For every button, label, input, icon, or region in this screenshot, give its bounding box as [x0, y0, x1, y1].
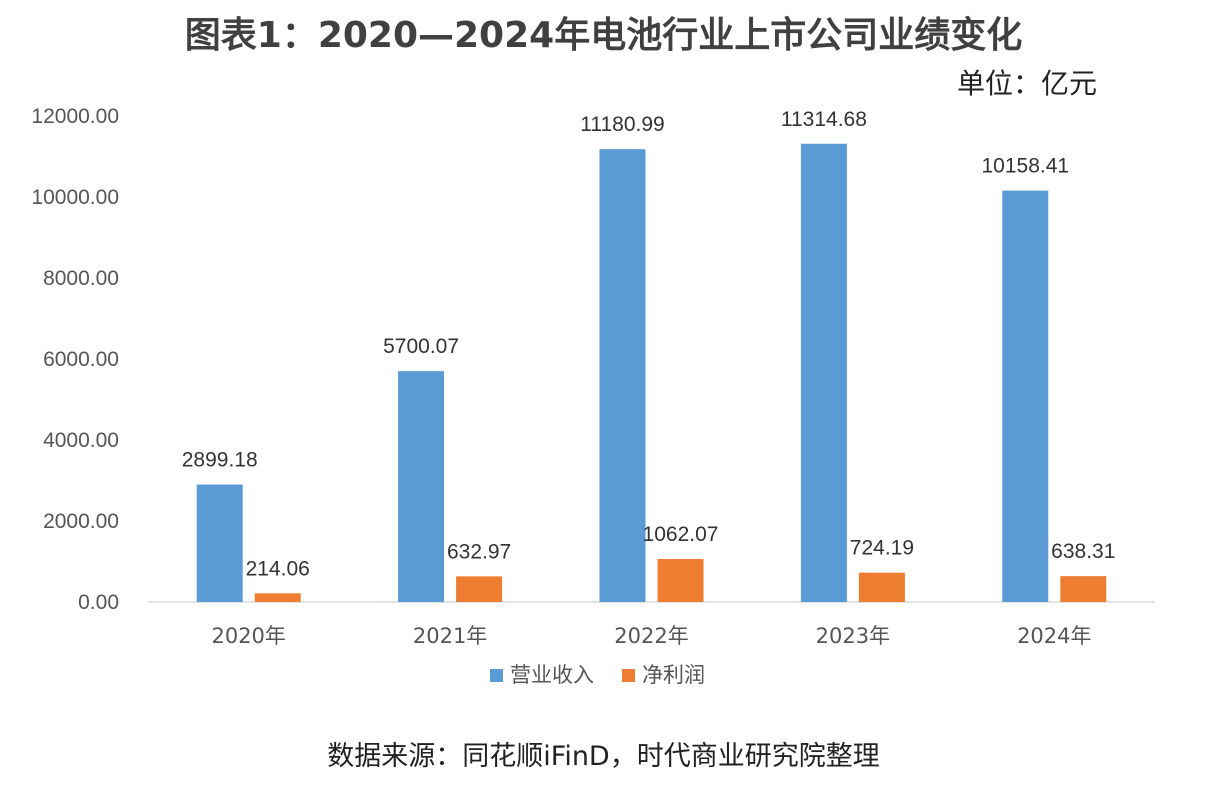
bar-revenue	[599, 149, 646, 602]
y-tick-label: 6000.00	[43, 348, 119, 371]
bar-revenue	[800, 143, 847, 602]
x-tick-label: 2023年	[816, 624, 890, 648]
legend-swatch-profit	[622, 669, 635, 682]
data-label-profit: 1062.07	[643, 523, 719, 546]
data-label-revenue: 5700.07	[383, 335, 459, 358]
y-tick-label: 2000.00	[43, 510, 119, 533]
bar-profit	[858, 572, 905, 602]
x-tick-label: 2024年	[1017, 624, 1091, 648]
data-label-revenue: 11314.68	[781, 108, 867, 131]
bar-revenue	[398, 371, 445, 602]
bar-profit	[1060, 576, 1107, 602]
data-label-profit: 638.31	[1051, 540, 1115, 563]
data-label-profit: 724.19	[850, 537, 914, 560]
bar-revenue	[196, 484, 243, 602]
x-tick-label: 2022年	[614, 624, 688, 648]
y-tick-label: 4000.00	[43, 429, 119, 452]
y-tick-label: 12000.00	[31, 105, 119, 128]
data-label-profit: 632.97	[447, 540, 511, 563]
data-label-profit: 214.06	[246, 557, 310, 580]
chart-title: 图表1：2020—2024年电池行业上市公司业绩变化	[184, 15, 1023, 56]
unit-label: 单位：亿元	[956, 67, 1097, 100]
bar-profit	[657, 558, 704, 602]
y-tick-label: 0.00	[78, 591, 119, 614]
y-tick-label: 8000.00	[43, 267, 119, 290]
data-label-revenue: 2899.18	[182, 449, 258, 472]
bar-revenue	[1002, 190, 1049, 602]
legend-label-revenue: 营业收入	[510, 663, 594, 687]
legend-swatch-revenue	[490, 669, 503, 682]
bar-profit	[254, 593, 301, 602]
legend-label-profit: 净利润	[642, 663, 705, 687]
bar-profit	[456, 576, 503, 602]
y-tick-label: 10000.00	[31, 186, 119, 209]
x-tick-label: 2021年	[413, 624, 487, 648]
source-note: 数据来源：同花顺iFinD，时代商业研究院整理	[327, 741, 880, 772]
x-tick-label: 2020年	[211, 624, 285, 648]
data-label-revenue: 11180.99	[580, 113, 664, 136]
data-label-revenue: 10158.41	[982, 155, 1070, 178]
